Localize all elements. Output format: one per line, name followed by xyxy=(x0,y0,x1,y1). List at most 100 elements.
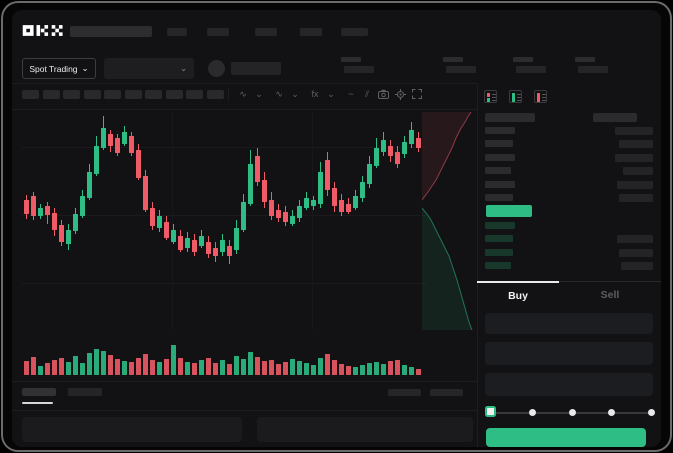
overlay-chevron-icon[interactable]: ⌄ xyxy=(291,88,299,99)
bottom-link-placeholder[interactable] xyxy=(430,389,463,396)
orderbook-col-header-left xyxy=(485,113,535,122)
volume-bar xyxy=(45,363,50,375)
candle xyxy=(220,240,225,252)
timeframe-slot-9[interactable] xyxy=(206,90,224,99)
candle xyxy=(367,164,372,184)
settings-gear-icon[interactable] xyxy=(393,86,407,102)
overlay-icon[interactable]: ∿ xyxy=(275,88,283,99)
row-line xyxy=(517,100,521,101)
orderbook-bid-row[interactable] xyxy=(485,222,653,230)
candle xyxy=(164,222,169,238)
orderbook-both-view-icon[interactable] xyxy=(484,90,497,103)
orderbook-bid-row[interactable] xyxy=(485,262,653,271)
depth-asks-line xyxy=(422,112,472,201)
tab-sell[interactable]: Sell xyxy=(559,281,661,308)
slider-stop-75[interactable] xyxy=(608,409,616,416)
timeframe-slot-5[interactable] xyxy=(124,90,142,99)
timeframe-slot-4[interactable] xyxy=(104,90,121,99)
indicators-chevron-icon[interactable]: ⌄ xyxy=(327,88,335,99)
gridline xyxy=(22,147,426,148)
bottom-link-placeholder[interactable] xyxy=(388,389,421,396)
timeframe-slot-7[interactable] xyxy=(165,90,183,99)
orderbook-ask-row[interactable] xyxy=(485,180,653,189)
volume-bar xyxy=(52,360,57,375)
candle xyxy=(171,230,176,242)
stat-label-placeholder xyxy=(575,57,595,62)
orderbook-ask-row[interactable] xyxy=(485,194,653,202)
orderbook-bid-row[interactable] xyxy=(485,235,653,244)
volume-bar xyxy=(80,363,85,375)
candle xyxy=(59,225,64,242)
fullscreen-icon[interactable] xyxy=(410,86,424,102)
candle xyxy=(409,130,414,144)
orderbook-asks-view-icon[interactable] xyxy=(534,90,547,103)
volume-bar xyxy=(178,358,183,375)
timeframe-slot-3[interactable] xyxy=(83,90,101,99)
orderbook-ask-row[interactable] xyxy=(485,140,653,149)
tab-buy[interactable]: Buy xyxy=(477,281,559,308)
volume-bar xyxy=(332,360,337,375)
line-tool-icon[interactable]: ~ xyxy=(348,89,354,99)
market-selector-button[interactable]: Spot Trading ⌄ xyxy=(22,58,96,79)
orderbook-ask-row[interactable] xyxy=(485,127,653,135)
bottom-tab-active[interactable] xyxy=(22,388,56,396)
search-placeholder[interactable] xyxy=(70,26,152,37)
volume-bar xyxy=(255,357,260,375)
volume-bar xyxy=(164,359,169,375)
volume-bar xyxy=(339,364,344,375)
volume-bar xyxy=(304,363,309,375)
candle xyxy=(395,152,400,164)
timeframe-slot-2[interactable] xyxy=(63,90,80,99)
order-price-field[interactable] xyxy=(485,313,653,334)
bid-strip xyxy=(487,98,490,102)
volume-bar xyxy=(353,367,358,375)
stat-pair-1 xyxy=(443,57,483,75)
timeframe-slot-0[interactable] xyxy=(22,90,39,99)
orderbook-bid-row[interactable] xyxy=(485,248,653,257)
indicators-fx-icon[interactable]: fx xyxy=(311,89,319,99)
candle xyxy=(360,182,365,198)
order-amount-field[interactable] xyxy=(485,342,653,365)
chart-type-chevron-icon[interactable]: ⌄ xyxy=(255,88,263,99)
slider-stop-100[interactable] xyxy=(648,409,655,416)
row-line xyxy=(542,94,546,95)
nav-item-placeholder-1[interactable] xyxy=(207,28,229,36)
volume-bar xyxy=(115,359,120,375)
nav-item-placeholder-0[interactable] xyxy=(167,28,187,36)
nav-item-placeholder-2[interactable] xyxy=(255,28,277,36)
nav-item-placeholder-3[interactable] xyxy=(300,28,322,36)
chart-type-icon[interactable]: ∿ xyxy=(239,88,247,99)
bottom-tab[interactable] xyxy=(68,388,102,396)
depth-bids-line xyxy=(422,207,473,330)
candle xyxy=(143,176,148,210)
compare-icon[interactable]: ⫽ xyxy=(364,88,369,99)
volume-bar xyxy=(206,358,211,375)
active-tab-underline xyxy=(22,402,53,404)
ask-strip xyxy=(487,93,490,97)
volume-bar xyxy=(311,365,316,375)
camera-icon[interactable] xyxy=(376,86,390,102)
timeframe-slot-1[interactable] xyxy=(42,90,60,99)
order-total-field[interactable] xyxy=(485,373,653,396)
pair-dropdown[interactable]: ⌄ xyxy=(104,58,194,79)
orderbook-ask-row[interactable] xyxy=(485,153,653,162)
buy-submit-button[interactable] xyxy=(486,428,646,447)
amount-slider-handle[interactable] xyxy=(485,406,496,417)
nav-item-placeholder-4[interactable] xyxy=(341,28,368,36)
last-price-badge[interactable] xyxy=(486,205,532,217)
timeframe-slot-6[interactable] xyxy=(145,90,162,99)
volume-bar xyxy=(262,361,267,375)
orderbook-ask-row[interactable] xyxy=(485,167,653,176)
timeframe-slot-8[interactable] xyxy=(186,90,203,99)
volume-bar xyxy=(171,345,176,375)
slider-stop-25[interactable] xyxy=(528,409,536,416)
candle xyxy=(129,136,134,153)
row-line xyxy=(517,97,521,98)
ask-amount-placeholder xyxy=(619,140,653,149)
volume-bar xyxy=(213,363,218,375)
candle xyxy=(374,148,379,166)
candle xyxy=(381,140,386,152)
row-line xyxy=(492,100,496,101)
slider-stop-50[interactable] xyxy=(568,409,576,416)
orderbook-bids-view-icon[interactable] xyxy=(509,90,522,103)
